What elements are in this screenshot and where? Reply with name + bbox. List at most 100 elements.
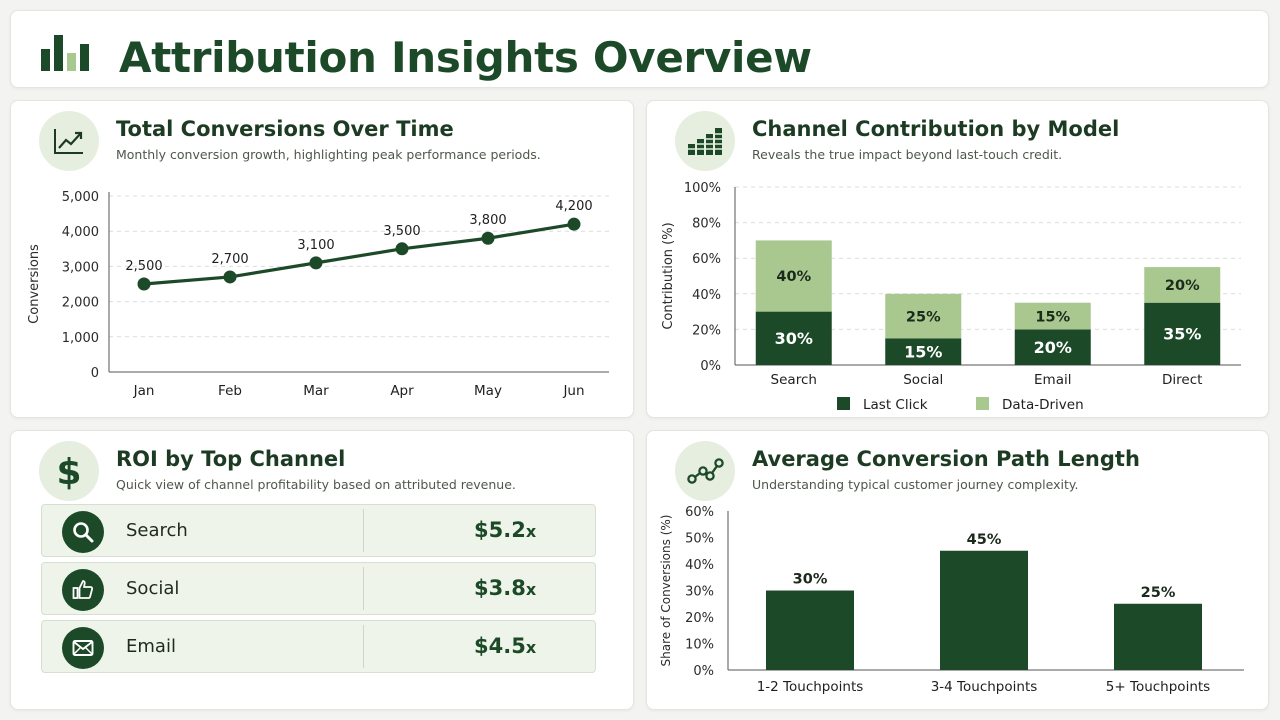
y-tick-label: 0	[91, 366, 99, 381]
y-tick-label: 5,000	[62, 190, 99, 205]
x-tick-label: Mar	[303, 383, 329, 399]
x-tick-label: Feb	[218, 383, 242, 399]
roi-divider	[363, 509, 364, 552]
channel-contribution-card: 0% 20% 40% 60% 80% 100% Contribution (%) 30% 40%…	[646, 100, 1269, 418]
roi-title: ROI by Top Channel	[116, 447, 346, 471]
y-tick-label: 10%	[685, 638, 714, 653]
bar	[1114, 603, 1202, 670]
y-tick-label: 20%	[685, 611, 714, 626]
data-label: 3,100	[297, 238, 334, 253]
data-point	[223, 270, 237, 284]
y-tick-label: 4,000	[62, 225, 99, 240]
data-label: 15%	[904, 342, 942, 361]
bar-chart-icon	[675, 111, 735, 171]
path-length-card: 0% 10% 20% 30% 40% 50% 60% Share of Conversions…	[646, 430, 1269, 710]
bar	[940, 550, 1028, 670]
conversions-card: 0 1,000 2,000 3,000 4,000 5,000 Conversions 2,5…	[10, 100, 634, 418]
x-tick-label: 3-4 Touchpoints	[931, 679, 1038, 695]
roi-subtitle: Quick view of channel profitability base…	[116, 477, 516, 492]
header-bar: Attribution Insights Overview	[10, 10, 1269, 88]
x-tick-label: 5+ Touchpoints	[1106, 679, 1210, 695]
bar-segment	[1014, 302, 1091, 330]
thumbs-up-icon	[62, 569, 104, 611]
roi-channel-name: Email	[126, 636, 176, 657]
y-tick-label: 60%	[692, 252, 721, 267]
y-tick-label: 50%	[685, 532, 714, 547]
data-label: 4,200	[555, 199, 592, 214]
roi-divider	[363, 625, 364, 668]
y-axis-label: Contribution (%)	[661, 222, 676, 329]
roi-channel-name: Search	[126, 520, 188, 541]
bar-segment	[755, 240, 832, 312]
data-label: 30%	[793, 572, 828, 588]
data-label: 2,500	[125, 259, 162, 274]
data-label: 40%	[776, 269, 811, 285]
y-tick-label: 40%	[685, 558, 714, 573]
y-tick-label: 60%	[685, 505, 714, 520]
y-tick-label: 100%	[684, 181, 721, 196]
bar-segment	[885, 293, 962, 339]
path-length-subtitle: Understanding typical customer journey c…	[752, 477, 1079, 492]
data-label: 30%	[775, 329, 813, 348]
roi-value: $4.5x	[474, 634, 537, 658]
y-tick-label: 0%	[700, 359, 721, 374]
data-point	[395, 242, 409, 256]
data-point	[137, 277, 151, 291]
data-point	[567, 217, 581, 231]
legend-swatch	[976, 397, 989, 410]
data-point	[481, 231, 495, 245]
data-label: 45%	[967, 532, 1002, 548]
data-label: 3,800	[469, 213, 506, 228]
x-tick-label: Social	[903, 372, 943, 388]
data-label: 25%	[906, 309, 941, 325]
data-label: 15%	[1035, 309, 1070, 325]
path-nodes-icon	[675, 441, 735, 501]
roi-row-email: Email $4.5x	[41, 620, 596, 673]
roi-row-social: Social $3.8x	[41, 562, 596, 615]
bar-segment	[1144, 302, 1221, 365]
bar-chart-icon	[41, 35, 89, 71]
y-tick-label: 1,000	[62, 331, 99, 346]
x-tick-label: Direct	[1162, 372, 1202, 388]
legend-label: Last Click	[863, 397, 928, 413]
x-tick-label: Apr	[390, 383, 414, 399]
y-axis-label: Conversions	[27, 244, 42, 324]
data-label: 2,700	[211, 252, 248, 267]
x-tick-label: Jun	[562, 383, 584, 399]
y-tick-label: 40%	[692, 288, 721, 303]
envelope-icon	[62, 627, 104, 669]
roi-value: $3.8x	[474, 576, 537, 600]
page-title: Attribution Insights Overview	[119, 33, 812, 82]
y-tick-label: 20%	[692, 323, 721, 338]
path-length-title: Average Conversion Path Length	[752, 447, 1140, 471]
channel-contribution-subtitle: Reveals the true impact beyond last-touc…	[752, 147, 1063, 162]
x-tick-label: Jan	[133, 383, 155, 399]
x-tick-label: May	[474, 383, 502, 399]
y-tick-label: 30%	[685, 585, 714, 600]
y-axis-label: Share of Conversions (%)	[659, 515, 673, 667]
trend-line-icon	[39, 111, 99, 171]
series-line	[143, 222, 575, 286]
y-tick-label: 3,000	[62, 260, 99, 275]
legend-label: Data-Driven	[1002, 397, 1084, 413]
channel-contribution-chart: 0% 20% 40% 60% 80% 100% Contribution (%) 30% 40%…	[661, 181, 1241, 413]
data-label: 35%	[1163, 325, 1201, 344]
bar-segment	[885, 338, 962, 365]
search-icon	[62, 511, 104, 553]
x-tick-label: Email	[1034, 372, 1071, 388]
x-tick-label: 1-2 Touchpoints	[757, 679, 864, 695]
roi-channel-name: Social	[126, 578, 180, 599]
roi-card: $ ROI by Top Channel Quick view of chann…	[10, 430, 634, 710]
y-tick-label: 2,000	[62, 296, 99, 311]
data-label: 25%	[1141, 585, 1176, 601]
roi-value: $5.2x	[474, 518, 537, 542]
path-length-chart: 0% 10% 20% 30% 40% 50% 60% Share of Conversions…	[659, 505, 1244, 695]
bar-segment	[755, 311, 832, 365]
x-tick-label: Search	[771, 372, 817, 388]
bar-segment	[1144, 267, 1221, 303]
data-label: 3,500	[383, 224, 420, 239]
data-label: 20%	[1034, 338, 1072, 357]
channel-contribution-title: Channel Contribution by Model	[752, 117, 1120, 141]
data-point	[309, 256, 323, 270]
svg-text:$: $	[56, 452, 81, 491]
